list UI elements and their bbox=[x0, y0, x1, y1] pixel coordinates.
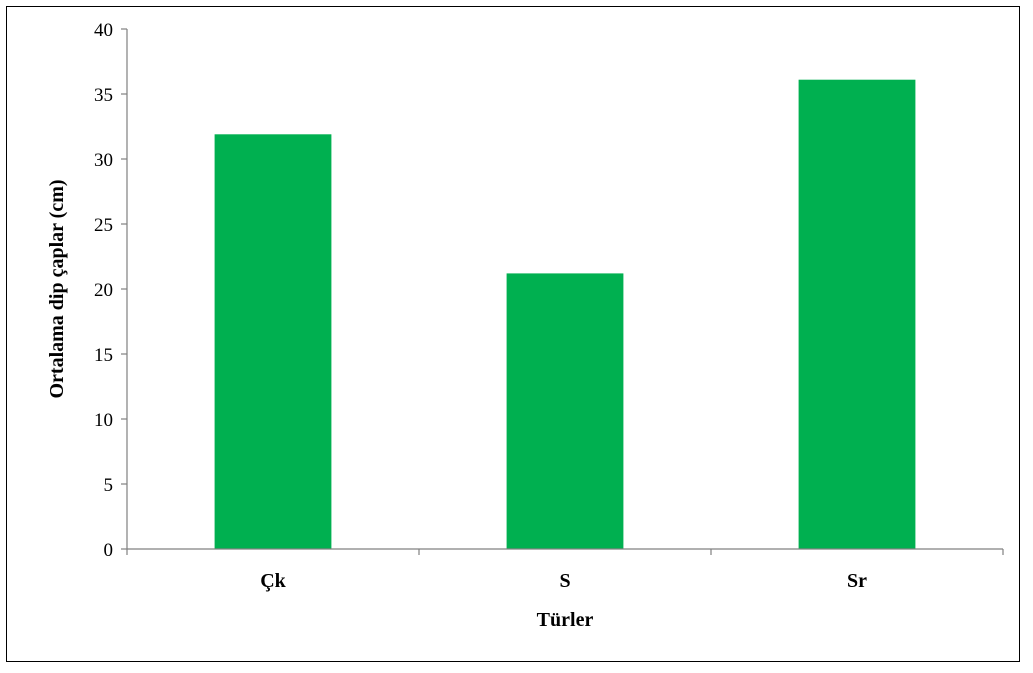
y-tick-label: 0 bbox=[104, 540, 114, 561]
x-category-label: S bbox=[559, 570, 570, 592]
y-tick-label: 35 bbox=[94, 85, 113, 106]
y-tick-label: 40 bbox=[94, 20, 113, 41]
x-category-label: Sr bbox=[847, 570, 867, 592]
bar-2 bbox=[798, 79, 916, 549]
y-tick-label: 15 bbox=[94, 345, 113, 366]
x-categories: Çk S Sr bbox=[126, 549, 1004, 592]
bar-1 bbox=[506, 273, 624, 549]
x-category-label: Çk bbox=[260, 570, 286, 592]
y-tick-label: 5 bbox=[104, 475, 114, 496]
y-tick-label: 30 bbox=[94, 150, 113, 171]
y-tick-label: 20 bbox=[94, 280, 113, 301]
y-tick-label: 25 bbox=[94, 215, 113, 236]
y-ticks: 0 5 10 15 20 25 30 35 40 bbox=[94, 20, 127, 561]
bar-0 bbox=[214, 134, 332, 550]
x-axis-title: Türler bbox=[537, 609, 594, 631]
bars-layer bbox=[214, 79, 916, 550]
y-tick-label: 10 bbox=[94, 410, 113, 431]
y-axis-title: Ortalama dip çaplar (cm) bbox=[46, 179, 68, 398]
